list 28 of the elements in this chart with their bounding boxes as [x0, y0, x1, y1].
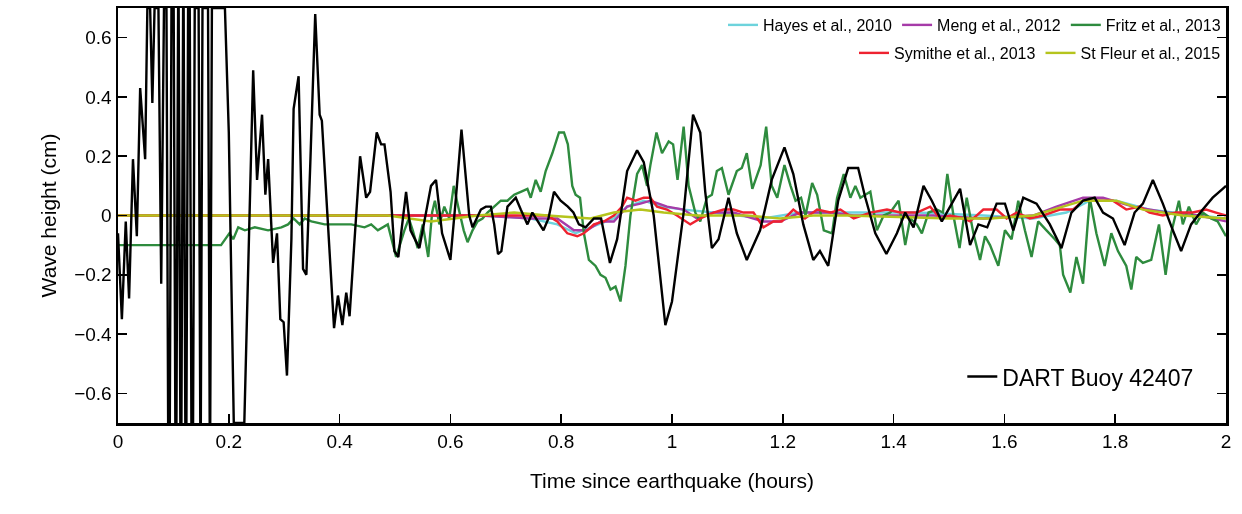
- y-tick-label: 0.6: [85, 27, 112, 49]
- x-tick-label: 2: [1220, 431, 1232, 453]
- x-tick-label: 0.8: [547, 431, 575, 453]
- x-tick-label: 0.2: [215, 431, 243, 453]
- legend-label: Hayes et al., 2010: [763, 17, 893, 35]
- legend-label: Meng et al., 2012: [937, 17, 1061, 35]
- y-tick-label: −0.4: [74, 323, 113, 345]
- y-axis-title: Wave height (cm): [37, 133, 61, 298]
- legend-label: DART Buoy 42407: [1002, 364, 1194, 391]
- legend-label: Symithe et al., 2013: [894, 45, 1036, 63]
- y-tick-label: 0.4: [85, 86, 113, 108]
- x-tick-label: 0.6: [437, 431, 464, 453]
- x-tick-label: 1.8: [1101, 431, 1129, 453]
- y-tick-label: 0.2: [85, 145, 112, 167]
- y-tick-label: 0: [101, 205, 112, 227]
- x-axis-title: Time since earthquake (hours): [529, 468, 815, 492]
- x-tick-label: 1.4: [880, 431, 908, 453]
- x-tick-label: 1.6: [991, 431, 1018, 453]
- line-series: [118, 8, 1226, 423]
- legend-label: Fritz et al., 2013: [1105, 17, 1221, 35]
- x-tick-label: 1: [666, 431, 678, 453]
- line-series: [118, 125, 1226, 303]
- x-tick-label: 0.4: [326, 431, 354, 453]
- x-tick-label: 1.2: [769, 431, 797, 453]
- y-tick-label: −0.6: [74, 383, 112, 405]
- y-tick-label: −0.2: [74, 264, 112, 286]
- line-series: [118, 199, 1226, 223]
- legend-label: St Fleur et al., 2015: [1080, 45, 1221, 63]
